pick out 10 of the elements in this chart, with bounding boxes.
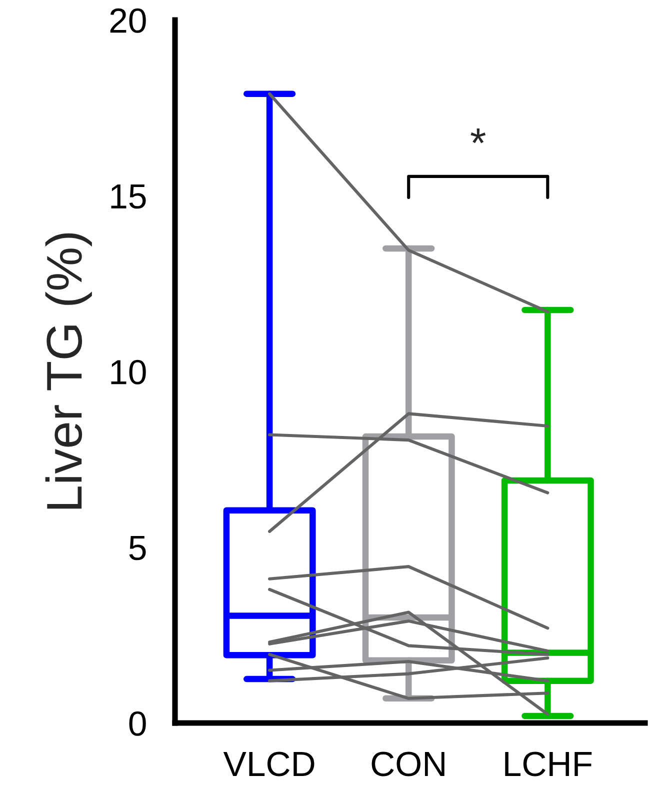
annotation: * <box>470 128 486 144</box>
x-tick-label: CON <box>372 752 444 776</box>
y-axis-title: Liver TG (%) <box>45 233 92 509</box>
y-tick-label: 15 <box>111 184 146 209</box>
y-tick-label: 0 <box>129 711 146 736</box>
y-tick-label: 5 <box>129 536 146 560</box>
x-tick-label: LCHF <box>505 752 592 776</box>
y-tick-label: 20 <box>110 8 146 33</box>
y-tick-label: 10 <box>111 360 146 384</box>
x-tick-label: VLCD <box>223 752 314 776</box>
